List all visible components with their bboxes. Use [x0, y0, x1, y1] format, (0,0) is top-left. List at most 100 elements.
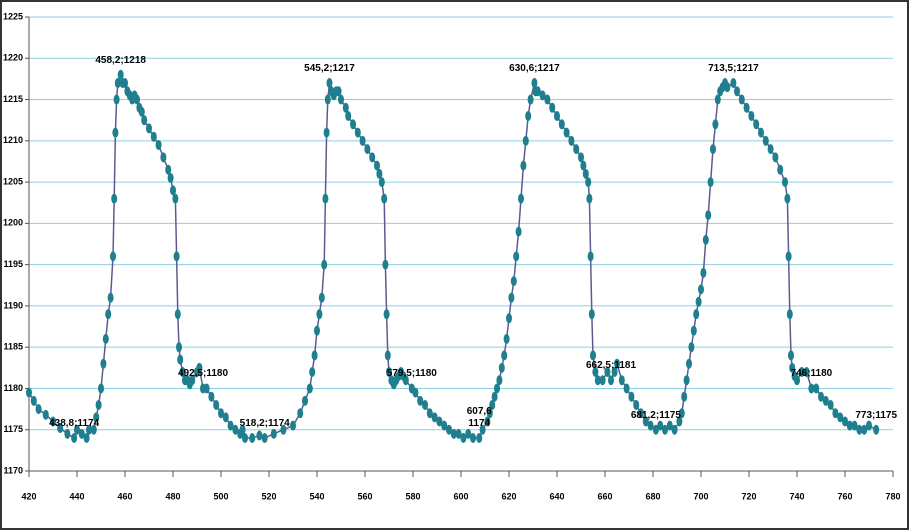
point	[525, 111, 532, 122]
point	[758, 127, 764, 138]
point	[376, 168, 383, 179]
annotation: 458,2;1218	[95, 54, 146, 66]
point	[647, 420, 654, 431]
point	[335, 86, 342, 97]
point	[782, 177, 788, 188]
x-tick-label: 520	[261, 491, 276, 501]
point	[822, 395, 829, 406]
annotation: 662,5;1181	[585, 360, 637, 372]
point	[165, 164, 172, 175]
point	[772, 152, 779, 163]
point	[290, 420, 296, 431]
point	[369, 152, 376, 163]
point	[326, 78, 333, 89]
y-tick-label: 1195	[3, 259, 23, 269]
point	[102, 333, 109, 344]
point	[531, 78, 538, 89]
point	[110, 251, 116, 262]
point	[57, 423, 64, 434]
annotation: 518,2;1174	[239, 417, 290, 429]
point	[678, 408, 685, 419]
point	[794, 375, 800, 386]
point	[203, 383, 210, 394]
point	[476, 432, 483, 443]
point	[26, 387, 32, 398]
point	[695, 296, 702, 307]
point	[105, 309, 112, 320]
point	[698, 284, 704, 295]
point	[700, 267, 707, 278]
point	[146, 123, 152, 134]
point	[322, 193, 329, 204]
point	[491, 391, 498, 402]
point	[563, 127, 570, 138]
point	[324, 94, 331, 105]
annotation: 773;1175	[855, 409, 898, 421]
point	[50, 416, 56, 427]
point	[534, 86, 541, 97]
point	[592, 366, 599, 377]
point	[702, 234, 709, 245]
point	[638, 408, 644, 419]
point	[784, 193, 791, 204]
point	[150, 131, 157, 142]
point	[724, 82, 731, 93]
annotation: 545,2;1217	[304, 63, 355, 75]
point	[803, 366, 810, 377]
point	[314, 325, 320, 336]
point	[510, 276, 517, 287]
point	[323, 127, 330, 138]
point	[208, 391, 215, 402]
point	[515, 226, 522, 237]
point	[693, 309, 700, 320]
point	[302, 395, 308, 406]
point	[518, 193, 524, 204]
point	[788, 350, 794, 361]
point	[642, 416, 649, 427]
point	[688, 342, 695, 353]
point	[100, 358, 107, 369]
annotation: 681,2;1175	[630, 409, 681, 421]
x-tick-label: 640	[549, 491, 564, 501]
point	[306, 383, 313, 394]
annotation: 630,6;1217	[509, 63, 560, 75]
point	[309, 366, 316, 377]
y-tick-label: 1215	[3, 94, 23, 104]
point	[489, 399, 496, 410]
y-tick-label: 1190	[3, 300, 23, 310]
point	[813, 383, 820, 394]
point	[666, 420, 673, 431]
point	[83, 432, 90, 443]
point	[568, 135, 575, 146]
point	[522, 135, 529, 146]
point	[239, 424, 246, 435]
point	[422, 399, 428, 410]
point	[628, 391, 635, 402]
point	[460, 432, 467, 443]
point	[508, 292, 515, 303]
point	[378, 177, 385, 188]
point	[98, 383, 104, 394]
point	[359, 135, 366, 146]
point	[64, 428, 71, 439]
point	[107, 292, 114, 303]
point	[544, 94, 551, 105]
point	[599, 375, 606, 386]
point	[117, 69, 124, 80]
point	[762, 135, 769, 146]
x-tick-label: 480	[165, 491, 180, 501]
point	[714, 94, 721, 105]
point	[657, 420, 664, 431]
point	[527, 94, 534, 105]
y-tick-label: 1205	[3, 176, 23, 186]
point	[338, 94, 344, 105]
point	[35, 404, 42, 415]
point	[412, 387, 419, 398]
point	[436, 416, 443, 427]
point	[111, 193, 118, 204]
point	[611, 366, 618, 377]
point	[484, 416, 491, 427]
point	[172, 193, 179, 204]
annotation: 438,8;1174	[49, 417, 100, 429]
